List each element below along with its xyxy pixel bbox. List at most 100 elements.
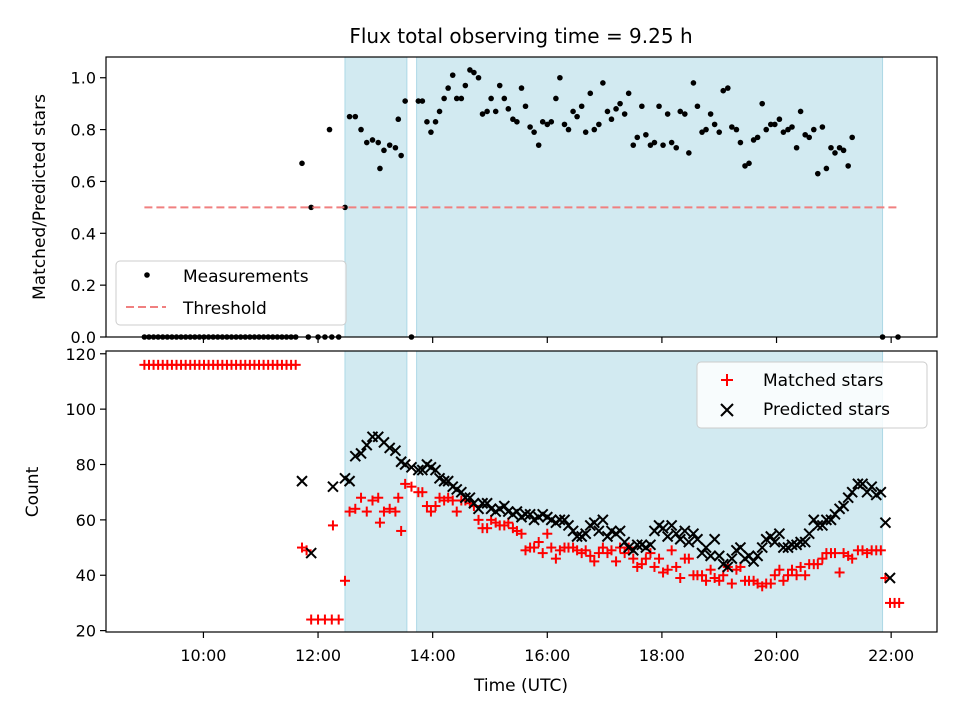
predicted-point bbox=[597, 514, 609, 526]
predicted-point bbox=[670, 528, 682, 540]
measurement-point bbox=[518, 85, 525, 91]
matched-point bbox=[350, 503, 361, 514]
measurement-point bbox=[608, 116, 615, 123]
measurement-point bbox=[733, 126, 740, 133]
xtick-label: 22:00 bbox=[868, 646, 914, 665]
measurement-point bbox=[797, 108, 804, 115]
matched-point bbox=[697, 570, 708, 581]
xtick-label: 18:00 bbox=[639, 646, 685, 665]
predicted-point bbox=[361, 439, 373, 451]
matched-point bbox=[361, 506, 372, 517]
legend-measurements-marker bbox=[144, 272, 150, 278]
predicted-point bbox=[519, 508, 532, 521]
predicted-point bbox=[856, 478, 869, 490]
predicted-point bbox=[751, 550, 764, 562]
predicted-point bbox=[765, 530, 777, 543]
matched-point bbox=[384, 503, 395, 514]
measurement-point bbox=[398, 152, 404, 159]
matched-point bbox=[447, 495, 458, 506]
measurement-point bbox=[510, 116, 516, 123]
measurement-point bbox=[750, 137, 757, 143]
predicted-stars-series bbox=[296, 431, 896, 584]
measurement-point bbox=[471, 69, 477, 76]
top-legend-box bbox=[115, 260, 347, 326]
measurement-point bbox=[699, 129, 705, 135]
measurement-point bbox=[496, 82, 503, 89]
measurement-point bbox=[664, 111, 671, 117]
predicted-point bbox=[459, 492, 472, 504]
predicted-point bbox=[627, 544, 639, 557]
measurement-point bbox=[776, 116, 783, 123]
matched-point bbox=[611, 556, 622, 567]
bottom-ytick-label: 20 bbox=[76, 622, 96, 641]
predicted-point bbox=[661, 530, 674, 543]
matched-point bbox=[537, 548, 548, 559]
matched-point bbox=[516, 528, 527, 539]
predicted-point bbox=[726, 552, 738, 565]
matched-point bbox=[597, 542, 608, 553]
top-plot-frame bbox=[105, 56, 938, 338]
measurement-point bbox=[668, 139, 675, 146]
predicted-point bbox=[343, 475, 356, 487]
predicted-point bbox=[803, 528, 815, 540]
measurement-point bbox=[582, 129, 589, 135]
matched-point bbox=[800, 570, 811, 581]
bottom-legend: Matched stars Predicted stars bbox=[696, 361, 928, 429]
matched-point bbox=[778, 575, 789, 586]
matched-point bbox=[649, 561, 660, 572]
predicted-point bbox=[588, 516, 600, 529]
predicted-point bbox=[524, 508, 536, 521]
predicted-point bbox=[756, 541, 768, 554]
predicted-point bbox=[614, 525, 626, 537]
measurement-point bbox=[656, 103, 662, 110]
predicted-point bbox=[558, 514, 571, 526]
matched-point bbox=[390, 506, 401, 517]
matched-point bbox=[662, 564, 673, 575]
bottom-ytick-label: 60 bbox=[76, 511, 96, 530]
predicted-point bbox=[593, 525, 605, 537]
bottom-x-axis: 10:00 12:00 14:00 16:00 18:00 20:00 22:00 bbox=[180, 632, 914, 665]
xtick-label: 20:00 bbox=[753, 646, 799, 665]
predicted-point bbox=[794, 536, 807, 548]
measurement-point bbox=[488, 95, 494, 102]
predicted-point bbox=[571, 530, 583, 543]
measurement-point bbox=[363, 139, 370, 146]
matched-point bbox=[482, 523, 493, 534]
legend-predicted-label: Predicted stars bbox=[763, 400, 890, 420]
predicted-point bbox=[579, 528, 592, 540]
measurement-point bbox=[639, 103, 645, 110]
top-ytick-label: 0.4 bbox=[71, 224, 96, 243]
top-measurements-series bbox=[141, 67, 901, 340]
predicted-point bbox=[812, 519, 824, 532]
measurement-point bbox=[634, 134, 641, 141]
matched-point bbox=[301, 545, 312, 556]
measurement-point bbox=[643, 131, 649, 138]
measurement-point bbox=[527, 124, 533, 130]
xlabel: Time (UTC) bbox=[473, 676, 568, 696]
matched-point bbox=[580, 545, 591, 556]
predicted-point bbox=[879, 516, 892, 529]
measurement-point bbox=[625, 90, 632, 97]
predicted-point bbox=[481, 497, 493, 509]
measurement-point bbox=[806, 134, 812, 141]
matched-point bbox=[406, 481, 417, 492]
matched-point bbox=[333, 614, 344, 625]
measurement-point bbox=[711, 121, 718, 128]
legend-matched-marker bbox=[721, 374, 733, 386]
measurement-point bbox=[392, 144, 399, 151]
shaded-interval bbox=[344, 350, 408, 633]
shaded-interval bbox=[416, 56, 884, 338]
top-ytick-label: 1.0 bbox=[71, 69, 96, 88]
predicted-point bbox=[683, 536, 695, 548]
predicted-point bbox=[349, 450, 362, 462]
measurement-point bbox=[832, 150, 838, 156]
measurement-point bbox=[785, 126, 791, 133]
xtick-label: 14:00 bbox=[410, 646, 456, 665]
top-ytick-label: 0.2 bbox=[71, 276, 96, 295]
predicted-point bbox=[704, 550, 717, 562]
xtick-label: 12:00 bbox=[295, 646, 341, 665]
matched-point bbox=[769, 570, 780, 581]
predicted-point bbox=[825, 514, 837, 526]
matched-point bbox=[791, 570, 802, 581]
matched-point bbox=[795, 561, 806, 572]
